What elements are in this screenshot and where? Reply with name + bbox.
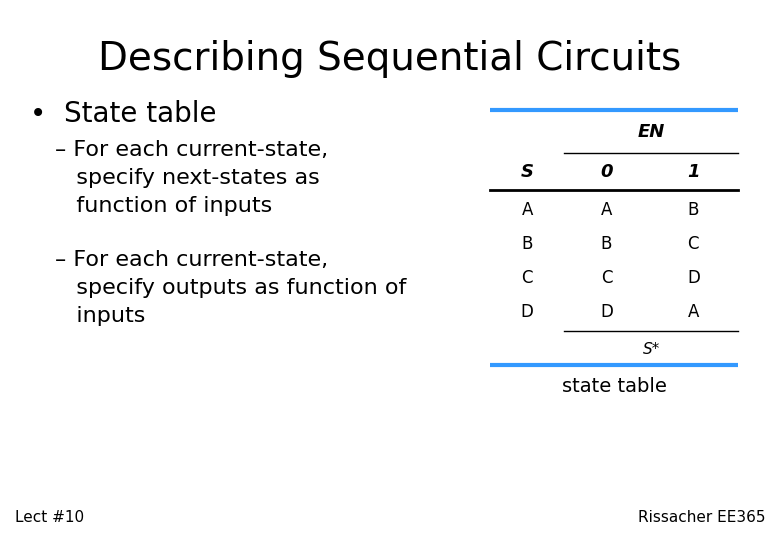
Text: D: D — [600, 303, 613, 321]
Text: 0: 0 — [601, 163, 613, 181]
Text: B: B — [522, 235, 533, 253]
Text: S*: S* — [643, 341, 660, 356]
Text: D: D — [687, 269, 700, 287]
Text: 1: 1 — [687, 163, 700, 181]
Text: C: C — [688, 235, 699, 253]
Text: •  State table: • State table — [30, 100, 217, 128]
Text: B: B — [601, 235, 612, 253]
Text: A: A — [601, 201, 612, 219]
Text: C: C — [601, 269, 612, 287]
Text: Rissacher EE365: Rissacher EE365 — [637, 510, 765, 525]
Text: S: S — [521, 163, 534, 181]
Text: – For each current-state,
   specify next-states as
   function of inputs: – For each current-state, specify next-s… — [55, 140, 328, 216]
Text: D: D — [521, 303, 534, 321]
Text: – For each current-state,
   specify outputs as function of
   inputs: – For each current-state, specify output… — [55, 250, 406, 326]
Text: A: A — [688, 303, 699, 321]
Text: EN: EN — [637, 123, 665, 141]
Text: C: C — [522, 269, 533, 287]
Text: Describing Sequential Circuits: Describing Sequential Circuits — [98, 40, 682, 78]
Text: B: B — [688, 201, 699, 219]
Text: Lect #10: Lect #10 — [15, 510, 84, 525]
Text: state table: state table — [562, 377, 666, 396]
Text: A: A — [522, 201, 533, 219]
